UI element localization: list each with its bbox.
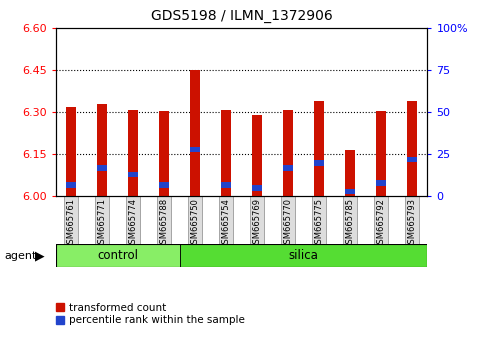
Bar xyxy=(344,189,355,194)
Legend: transformed count, percentile rank within the sample: transformed count, percentile rank withi… xyxy=(56,303,245,325)
Bar xyxy=(313,160,325,166)
Bar xyxy=(313,101,325,196)
Bar xyxy=(190,70,200,196)
Bar xyxy=(221,182,231,188)
Bar xyxy=(344,150,355,196)
Bar xyxy=(128,172,139,177)
Text: silica: silica xyxy=(288,249,318,262)
Bar xyxy=(376,111,386,196)
Bar xyxy=(158,111,170,196)
Text: GDS5198 / ILMN_1372906: GDS5198 / ILMN_1372906 xyxy=(151,9,332,23)
Bar xyxy=(97,104,107,196)
Bar xyxy=(128,110,139,196)
Bar xyxy=(190,147,200,152)
Bar xyxy=(407,101,417,196)
Bar xyxy=(158,182,170,188)
Bar xyxy=(97,165,107,171)
Text: ▶: ▶ xyxy=(35,249,44,262)
Text: agent: agent xyxy=(5,251,37,261)
Bar xyxy=(56,244,180,267)
Bar xyxy=(283,165,293,171)
Text: control: control xyxy=(97,249,138,262)
Bar xyxy=(252,115,262,196)
Bar xyxy=(66,182,76,188)
Bar xyxy=(283,110,293,196)
Bar xyxy=(66,107,76,196)
Bar xyxy=(376,180,386,186)
Bar xyxy=(252,185,262,191)
Bar xyxy=(180,244,427,267)
Bar xyxy=(407,157,417,162)
Bar xyxy=(221,110,231,196)
